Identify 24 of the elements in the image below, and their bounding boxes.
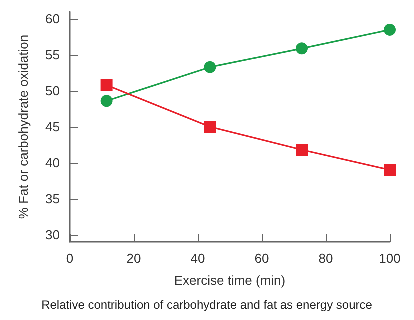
- point: [100, 79, 113, 92]
- y-tick-label: 40: [46, 155, 60, 170]
- x-tick-label: 80: [318, 251, 334, 266]
- y-tick-label: 45: [46, 120, 60, 134]
- point: [204, 61, 216, 74]
- x-tick-label: 100: [379, 251, 401, 266]
- text: Relative contribution of carbohydrate and fat as energy source: [42, 298, 373, 312]
- x-tick-label: 0: [66, 251, 74, 266]
- x-tick-label: 60: [254, 251, 270, 266]
- point: [296, 144, 308, 156]
- y-tick-label: 30: [46, 227, 60, 242]
- point: [204, 121, 216, 133]
- y-tick-label: 55: [46, 48, 60, 63]
- point: [384, 24, 396, 36]
- x-axis-title: Exercise time (min): [174, 273, 286, 288]
- point: [384, 164, 396, 176]
- y-tick-label: 50: [46, 84, 60, 99]
- y-axis-title: % Fat or carbohydrate oxidation: [16, 34, 31, 220]
- x-tick-label: 20: [126, 251, 142, 266]
- y-tick-label: 35: [46, 191, 60, 206]
- point: [296, 42, 308, 55]
- y-tick-label: 60: [46, 12, 60, 27]
- x-tick-label: 40: [190, 251, 206, 266]
- point: [100, 95, 113, 108]
